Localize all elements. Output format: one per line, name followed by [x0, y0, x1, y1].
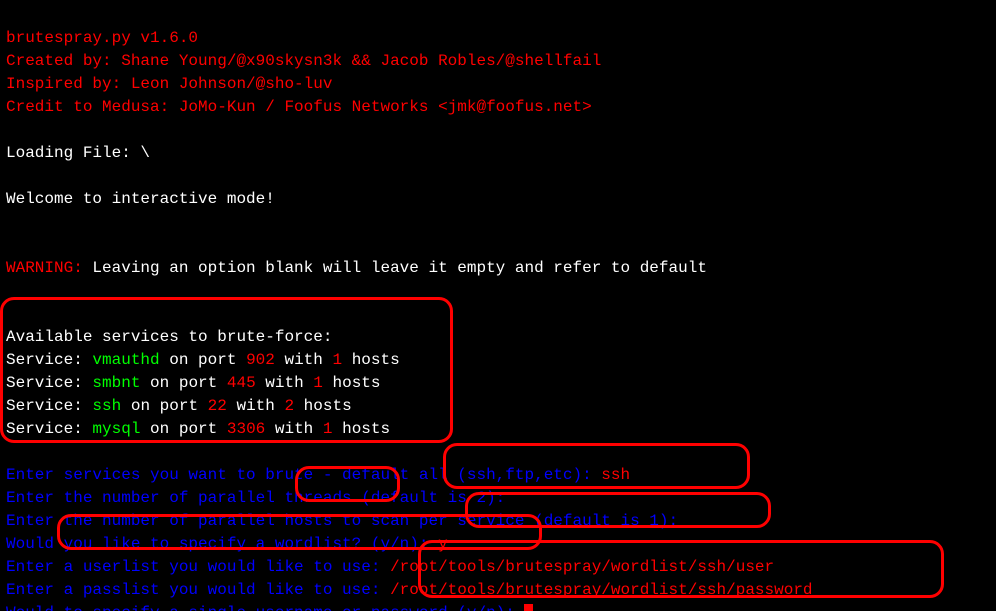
warning-label: WARNING: [6, 259, 83, 277]
prompt-services: Enter services you want to brute - defau… [6, 466, 601, 484]
svc-name: ssh [92, 397, 121, 415]
header-created: Created by: Shane Young/@x90skysn3k && J… [6, 52, 601, 70]
svc-with: with [265, 420, 323, 438]
svc-port: 3306 [227, 420, 265, 438]
svc-name: smbnt [92, 374, 140, 392]
svc-onport: on port [140, 374, 226, 392]
svc-hosts-word: hosts [294, 397, 352, 415]
svc-hosts-word: hosts [332, 420, 390, 438]
prompt-single: Would to specify a single username or pa… [6, 604, 524, 611]
svc-name: vmauthd [92, 351, 159, 369]
svc-hosts: 1 [313, 374, 323, 392]
svc-onport: on port [121, 397, 207, 415]
prompt-threads: Enter the number of parallel threads (de… [6, 489, 505, 507]
svc-with: with [275, 351, 333, 369]
svc-port: 902 [246, 351, 275, 369]
answer-services: ssh [601, 466, 630, 484]
prompt-wordlist: Would you like to specify a wordlist? (y… [6, 535, 438, 553]
loading-line: Loading File: \ [6, 144, 150, 162]
svc-with: with [256, 374, 314, 392]
svc-port: 445 [227, 374, 256, 392]
warning-text: Leaving an option blank will leave it em… [83, 259, 707, 277]
svc-onport: on port [160, 351, 246, 369]
svc-name: mysql [92, 420, 140, 438]
svc-hosts: 1 [332, 351, 342, 369]
services-header: Available services to brute-force: [6, 328, 332, 346]
header-credit: Credit to Medusa: JoMo-Kun / Foofus Netw… [6, 98, 592, 116]
prompt-userlist: Enter a userlist you would like to use: [6, 558, 390, 576]
answer-passlist: /root/tools/brutespray/wordlist/ssh/pass… [390, 581, 812, 599]
welcome-line: Welcome to interactive mode! [6, 190, 275, 208]
prompt-hosts: Enter the number of parallel hosts to sc… [6, 512, 678, 530]
cursor-icon [524, 604, 533, 611]
svc-hosts: 2 [284, 397, 294, 415]
answer-wordlist: y [438, 535, 448, 553]
header-inspired: Inspired by: Leon Johnson/@sho-luv [6, 75, 332, 93]
svc-hosts-word: hosts [323, 374, 381, 392]
terminal-output: brutespray.py v1.6.0 Created by: Shane Y… [0, 0, 996, 611]
svc-hosts-word: hosts [342, 351, 400, 369]
header-title: brutespray.py v1.6.0 [6, 29, 198, 47]
svc-prefix: Service: [6, 397, 92, 415]
svc-prefix: Service: [6, 420, 92, 438]
svc-prefix: Service: [6, 374, 92, 392]
svc-with: with [227, 397, 285, 415]
answer-userlist: /root/tools/brutespray/wordlist/ssh/user [390, 558, 774, 576]
prompt-passlist: Enter a passlist you would like to use: [6, 581, 390, 599]
svc-prefix: Service: [6, 351, 92, 369]
svc-onport: on port [140, 420, 226, 438]
svc-port: 22 [208, 397, 227, 415]
